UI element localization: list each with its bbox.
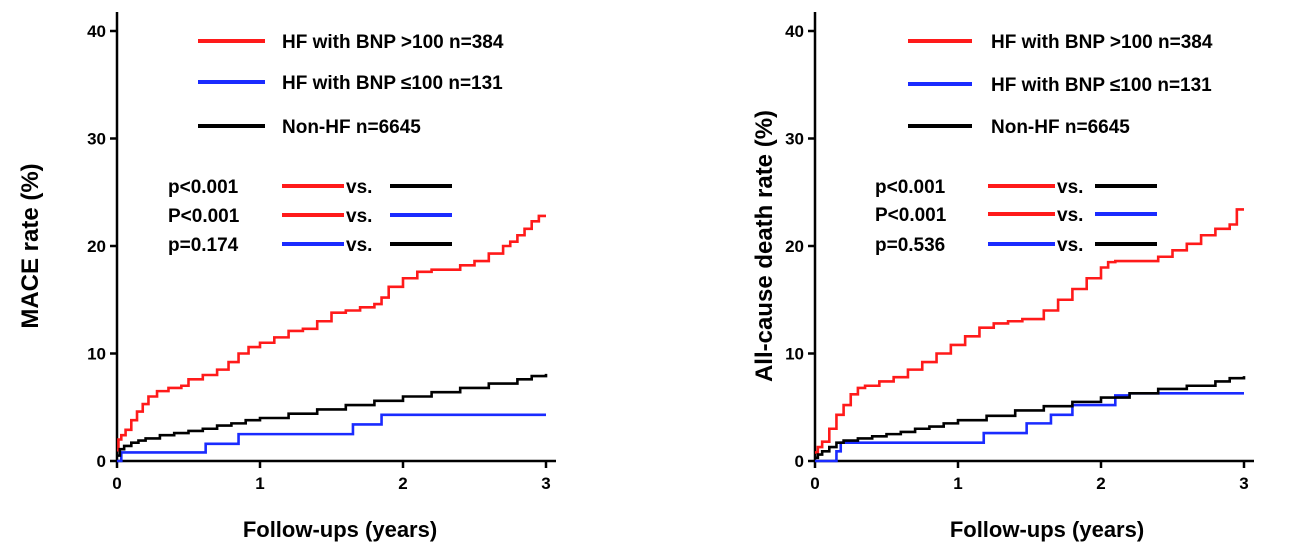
panel2-x-tick-label: 3 (1239, 474, 1248, 493)
panel1-x-tick-label: 0 (112, 474, 121, 493)
panel1-p-value: p=0.174 (168, 235, 239, 256)
panel2-vs-label: vs. (1057, 177, 1083, 198)
panel2-y-tick-label: 20 (785, 237, 804, 256)
panel2-series-blue-line (815, 391, 1244, 463)
panel1-series-red-line (117, 214, 546, 452)
panel1-x-tick-label: 2 (398, 474, 407, 493)
panel1-vs-label: vs. (346, 206, 372, 227)
panel2-legend-label-red: HF with BNP >100 n=384 (991, 32, 1213, 53)
panel2-y-tick-label: 30 (785, 130, 804, 149)
panel1-y-tick-label: 0 (97, 452, 106, 471)
panel2-vs-label: vs. (1057, 205, 1083, 226)
panel1-x-axis-label: Follow-ups (years) (243, 517, 437, 542)
panel2-series-black-line (815, 376, 1246, 460)
panel1-p-value: P<0.001 (168, 206, 240, 227)
panel1-series-black-line (117, 373, 548, 457)
panel2-x-tick-label: 2 (1096, 474, 1105, 493)
panel2-legend-label-black: Non-HF n=6645 (991, 117, 1130, 138)
panel2-p-value: P<0.001 (875, 205, 947, 226)
panel2-y-tick-label: 40 (785, 22, 804, 41)
panel1-x-tick-label: 1 (255, 474, 264, 493)
panel2-y-tick-label: 10 (785, 345, 804, 364)
panel2-vs-label: vs. (1057, 235, 1083, 256)
panel1-series-blue-line (117, 413, 546, 463)
panel1-y-tick-label: 20 (87, 237, 106, 256)
panel1-legend-label-red: HF with BNP >100 n=384 (282, 32, 504, 53)
panel2-p-value: p<0.001 (875, 177, 946, 198)
panel2-p-value: p=0.536 (875, 235, 945, 256)
panel1-legend-label-blue: HF with BNP ≤100 n=131 (282, 73, 503, 94)
panel2-y-axis-label: All-cause death rate (%) (751, 110, 778, 382)
panel2-series-red-line (815, 208, 1244, 454)
panel2-x-tick-label: 0 (810, 474, 819, 493)
panel2-legend-label-blue: HF with BNP ≤100 n=131 (991, 75, 1212, 96)
panel1-x-tick-label: 3 (541, 474, 550, 493)
panel2-y-tick-label: 0 (795, 452, 804, 471)
panel1-y-tick-label: 40 (87, 22, 106, 41)
panel1-y-tick-label: 10 (87, 345, 106, 364)
panel1-p-value: p<0.001 (168, 177, 239, 198)
panel2-x-axis-label: Follow-ups (years) (950, 517, 1144, 542)
panel1-vs-label: vs. (346, 235, 372, 256)
panel2-x-tick-label: 1 (953, 474, 962, 493)
panel1-legend-label-black: Non-HF n=6645 (282, 117, 421, 138)
panel1-y-axis-label: MACE rate (%) (17, 163, 44, 328)
panel1-y-tick-label: 30 (87, 130, 106, 149)
panel1-vs-label: vs. (346, 177, 372, 198)
